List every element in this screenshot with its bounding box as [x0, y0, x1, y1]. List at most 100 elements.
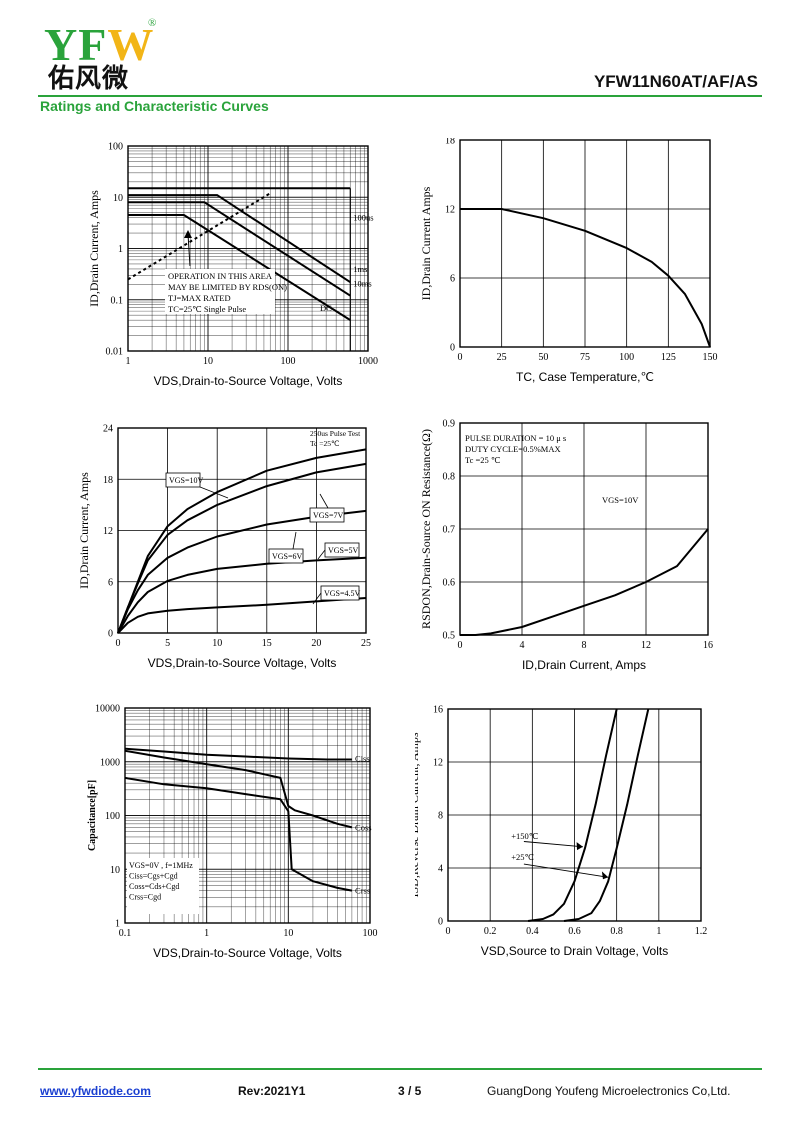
y-tick-label: 18 [445, 138, 455, 147]
series-line [563, 708, 650, 922]
company-name: GuangDong Youfeng Microelectronics Co,Lt… [487, 1084, 731, 1098]
series-group [124, 747, 353, 892]
series-line [128, 201, 351, 297]
series-label: Coss [355, 822, 372, 832]
label-pointer [199, 486, 229, 499]
chart-soa: 1 10 100 1000 0.01 0.1 1 10 100 VDS,Drain-to-Sour… [87, 142, 378, 389]
x-tick-label: 10 [283, 928, 293, 939]
soa-annotation: MAY BE LIMITED BY RDS(ON) [168, 282, 287, 292]
annotation-arrow [187, 233, 191, 267]
vgs-label: VGS=5V [328, 546, 359, 555]
series-line [117, 597, 367, 634]
soa-annotation: OPERATION IN THIS AREA [168, 271, 273, 281]
series-line [460, 528, 709, 636]
footer-rule [38, 1068, 762, 1070]
arrow-head [184, 230, 192, 238]
x-tick-label: 1.2 [695, 926, 708, 937]
label-pointer [292, 531, 297, 550]
x-tick-label: 0 [116, 638, 121, 649]
revision: Rev:2021Y1 [238, 1084, 306, 1098]
plot-frame [124, 707, 371, 924]
series-label: 100us [353, 213, 373, 223]
chart-output: 0 5 10 15 20 25 0 6 12 18 24 VDS,Drain-to-Source Vo… [80, 424, 371, 671]
x-tick-label: 1 [204, 928, 209, 939]
series-group [459, 208, 711, 348]
y-tick-label: 0.8 [443, 472, 456, 483]
soa-annotation: TJ=MAX RATED [168, 293, 231, 303]
y-tick-label: 18 [103, 475, 113, 486]
y-tick-label: 0.1 [111, 295, 124, 306]
vgs-label: VGS=7V [313, 511, 344, 520]
label-pointer [319, 493, 329, 509]
x-tick-label: 0.6 [568, 926, 581, 937]
y-tick-label: 12 [103, 526, 113, 537]
yfw-logo: YFW ® [44, 17, 156, 70]
y-tick-label: 100 [108, 142, 123, 153]
series-group [127, 187, 351, 352]
series-label: 1ms [353, 264, 367, 274]
label-pointer [312, 592, 322, 605]
x-tick-label: 25 [361, 638, 371, 649]
x-axis-label: ID,Drain Current, Amps [522, 658, 646, 672]
plot-frame [459, 139, 711, 348]
header-rule [38, 95, 762, 97]
arrow-head [601, 871, 609, 880]
series-label: +150℃ [511, 831, 539, 841]
vgs-label-box [309, 507, 345, 523]
registered-mark: ® [148, 17, 156, 29]
x-tick-label: 0.1 [119, 928, 132, 939]
vgs-label-box [268, 548, 304, 564]
plot-frame [127, 145, 369, 352]
series-line [124, 749, 353, 829]
y-tick-label: 0 [438, 917, 443, 928]
website-link[interactable]: www.yfwdiode.com [40, 1084, 151, 1098]
series-line [127, 192, 271, 281]
y-tick-label: 1000 [100, 757, 120, 768]
test-conditions: DUTY CYCLE=0.5%MAX [465, 444, 561, 454]
test-conditions: VGS=0V , f=1MHz [129, 861, 193, 870]
x-tick-label: 1 [126, 356, 131, 367]
part-number: YFW11N60AT/AF/AS [593, 72, 758, 91]
series-label: +25℃ [511, 852, 534, 862]
x-tick-label: 1000 [358, 356, 378, 367]
series-group [117, 448, 367, 634]
x-tick-label: 100 [619, 352, 634, 363]
x-tick-label: 150 [703, 352, 718, 363]
y-tick-label: 6 [450, 274, 455, 285]
label-arrow [523, 863, 609, 878]
chart-rdson: 0 4 8 12 16 0.5 0.6 0.7 0.8 0.9 ID,Drain Current, … [419, 419, 713, 673]
plot-frame [447, 708, 702, 922]
y-tick-label: 1 [115, 919, 120, 930]
y-axis-label: ID,Drain Current, Amps [87, 190, 101, 307]
test-conditions: PULSE DURATION = 10 μ s [465, 433, 566, 443]
x-tick-label: 100 [281, 356, 296, 367]
y-tick-label: 12 [445, 205, 455, 216]
logo-text: YFW [44, 19, 154, 70]
grid [447, 708, 702, 922]
y-axis-label: ISD,Reverse Drain Current, Amps [415, 732, 421, 897]
series-label: Crss [355, 886, 370, 896]
y-tick-label: 24 [103, 424, 113, 435]
chart-id-vs-tc: 0 25 50 75 100 125 150 0 6 12 18 TC, Case Temperatu… [419, 138, 718, 384]
y-tick-label: 100 [105, 811, 120, 822]
x-axis-label: VDS,Drain-to-Source Voltage, Volts [154, 374, 343, 388]
x-tick-label: 4 [520, 640, 525, 651]
series-line [117, 509, 367, 634]
x-tick-label: 10 [212, 638, 222, 649]
x-axis-label: VDS,Drain-to-Source Voltage, Volts [153, 946, 342, 960]
chart-body-diode: 0 0.2 0.4 0.6 0.8 1 1.2 0 4 8 12 16 VSD,Source to Dr… [415, 705, 708, 959]
y-axis-label: Capacitance[pF] [87, 780, 98, 851]
label-pointer [317, 549, 326, 560]
y-axis-label: ID,Drain Current Amps [419, 186, 433, 300]
x-tick-label: 0.8 [610, 926, 623, 937]
y-tick-label: 0 [108, 629, 113, 640]
x-tick-label: 20 [311, 638, 321, 649]
y-tick-label: 16 [433, 705, 443, 716]
series-label: DC [320, 303, 332, 313]
series-line [527, 708, 618, 922]
x-tick-label: 12 [641, 640, 651, 651]
y-tick-label: 0.7 [443, 525, 456, 536]
x-tick-label: 0 [458, 352, 463, 363]
chart-capacitance: 0.1 1 10 100110100100010000VDS,Drain-to-Sou… [87, 704, 378, 961]
y-tick-label: 0.01 [106, 347, 124, 358]
